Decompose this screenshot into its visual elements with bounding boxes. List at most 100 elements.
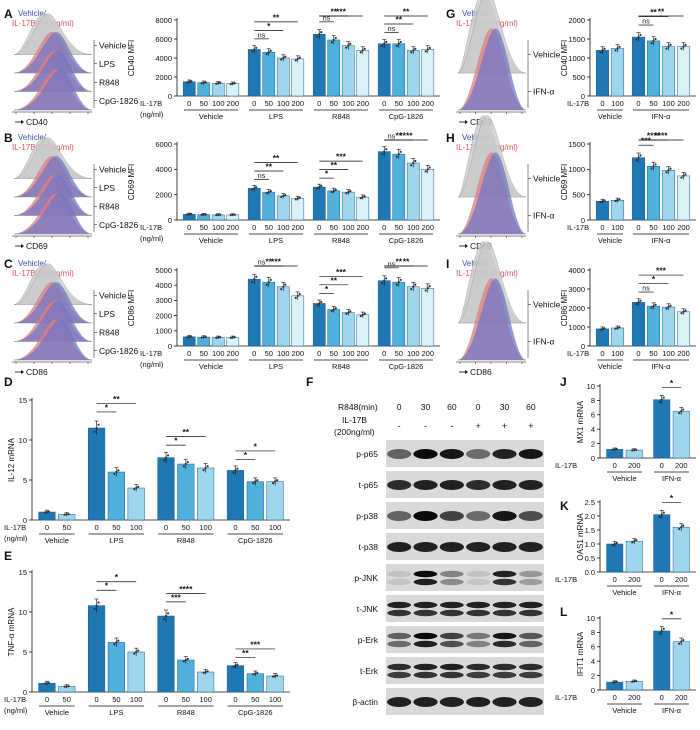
bar [672,410,690,459]
data-point [251,280,254,283]
significance-label: * [244,450,248,460]
blot-band [439,663,464,671]
data-point [639,154,642,157]
data-point [397,281,400,284]
significance-label: ns [258,173,266,180]
data-point [363,195,366,198]
data-point [215,82,218,85]
data-point [233,213,236,216]
blot-band [387,449,412,459]
y-tick-label: 0 [23,516,27,525]
panel-letter: J [560,375,567,389]
data-point [395,44,398,47]
data-point [680,640,683,643]
y-axis-label: CD69 MFI [127,164,136,200]
dose-label: 50 [112,523,120,532]
data-point [669,43,672,46]
data-point [678,527,681,531]
significance-label: * [174,436,178,446]
blot-band [466,640,491,648]
data-point [267,281,270,284]
data-point [296,294,299,297]
dose-label: 0 [636,223,640,232]
histogram-label: IFN-α [533,87,555,97]
data-point [233,82,236,85]
blot-band [439,578,464,586]
data-point [234,469,237,472]
significance-label: *** [336,152,347,162]
blot-band [466,542,491,552]
y-tick-label: 3000 [568,285,585,294]
bar [661,170,676,221]
histogram-curve [13,69,93,111]
blot-strip [386,626,544,653]
data-point [182,660,185,663]
bar [653,514,671,573]
y-tick-label: 3000 [155,296,172,305]
data-point [63,685,66,688]
data-point [631,449,634,452]
data-point [635,539,638,542]
data-point [381,44,384,47]
y-tick-label: 0 [591,686,595,695]
significance-label: ** [113,394,120,404]
blot-band [518,449,543,459]
significance-label: *** [641,136,652,146]
data-point [684,173,687,176]
data-point [231,82,234,85]
data-point [603,327,606,330]
blot-band [413,640,438,648]
blot-band [387,640,412,648]
data-point [385,40,388,44]
bar [262,281,276,347]
histogram-curve [457,278,527,361]
data-point [601,327,604,330]
data-point [424,170,427,173]
data-point [43,511,47,514]
y-tick-label: 500 [572,73,585,82]
data-point [361,313,364,316]
group-label: R848 [177,708,195,717]
dose-label: 100 [269,695,282,704]
data-point [618,326,621,329]
data-point [665,47,668,50]
histogram-A: Vehicle/IL-17B(200ng/ml)VehicleLPSR848Cp… [12,9,138,127]
significance-label: ** [395,131,402,141]
significance-label: *** [271,257,282,267]
data-point [162,617,166,621]
data-point [320,300,323,304]
dose-label: 0 [317,223,321,232]
data-point [188,335,191,338]
data-point [282,194,285,198]
data-point [639,299,642,302]
dose-label: 0 [233,695,237,704]
bar [262,191,276,221]
bar [312,186,326,221]
blot-band [466,449,491,459]
dose-label: 50 [200,223,208,232]
group-label: R848 [332,362,350,371]
data-point [202,81,205,84]
bar [197,671,215,693]
data-point [654,37,657,41]
dose-label: 200 [291,349,304,358]
y-tick-label: 0 [581,216,585,225]
bar [610,327,625,347]
bar [276,286,290,347]
y-axis-label: CD69 MFI [560,164,569,200]
dose-row-label: IL-17B [555,461,577,470]
data-point [231,336,234,339]
data-point [633,540,636,543]
bar [653,630,671,691]
data-point [678,642,681,645]
dose-label: 200 [226,223,239,232]
bar [341,191,355,221]
blot-band [413,578,438,586]
group-label: LPS [269,236,283,245]
arrowhead [465,370,468,374]
histogram-label: LPS [99,309,115,319]
legend-vehicle: Vehicle/ [18,9,47,18]
bar [421,169,435,221]
blot-label: p-p65 [356,449,378,459]
histogram-B: Vehicle/IL-17B(200ng/ml)VehicleLPSR848Cp… [12,133,138,251]
